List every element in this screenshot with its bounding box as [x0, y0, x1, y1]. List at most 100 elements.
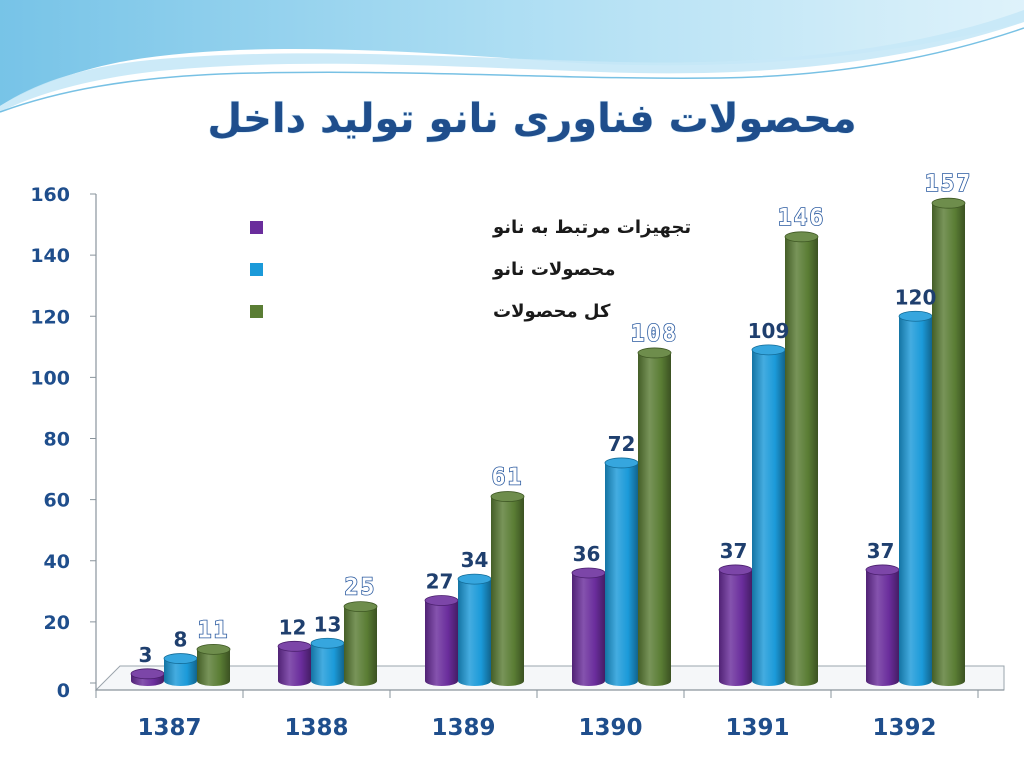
bar-body — [311, 643, 344, 686]
bar-top — [637, 347, 672, 359]
bar-top — [898, 310, 933, 322]
bar-top — [457, 573, 492, 585]
bar-body — [752, 349, 785, 686]
x-tick-label: 1392 — [872, 715, 936, 741]
legend-swatch — [250, 263, 263, 276]
chart-legend: تجهیزات مرتبط به نانو محصولات نانو کل محصو… — [250, 217, 691, 322]
y-tick-label: 120 — [30, 306, 70, 328]
x-tick-label: 1391 — [725, 715, 789, 741]
bar-body — [572, 572, 605, 686]
legend-item: محصولات نانو — [250, 259, 615, 280]
y-tick-label: 100 — [30, 367, 70, 389]
y-tick-label: 60 — [44, 490, 70, 512]
bar-top — [343, 601, 378, 612]
data-label: 11 — [198, 617, 230, 643]
bar — [571, 567, 606, 686]
bar-body — [866, 569, 899, 686]
bar-body — [638, 352, 671, 686]
bar — [130, 668, 165, 686]
data-label: 34 — [461, 548, 489, 572]
data-label: 37 — [720, 539, 748, 563]
bar-top — [931, 197, 966, 209]
y-tick-label: 0 — [57, 680, 70, 702]
legend-label: تجهیزات مرتبط به نانو — [492, 217, 691, 238]
y-tick-label: 40 — [44, 551, 70, 573]
bar-body — [899, 316, 932, 686]
data-label: 72 — [608, 432, 636, 456]
data-label: 146 — [778, 205, 826, 231]
bar-top — [718, 564, 753, 576]
bar — [898, 310, 933, 686]
bar-body — [785, 236, 818, 686]
bar-top — [784, 231, 819, 243]
data-label: 3 — [139, 643, 153, 667]
bar-top — [196, 643, 231, 655]
bar — [751, 344, 786, 686]
bar — [637, 347, 672, 686]
x-tick-label: 1387 — [137, 715, 201, 741]
legend-swatch — [250, 305, 263, 318]
bar-top — [604, 457, 639, 469]
data-label: 27 — [426, 569, 454, 593]
data-label: 36 — [573, 542, 601, 566]
bar-top — [424, 595, 459, 606]
bar — [931, 197, 966, 686]
data-label: 8 — [174, 628, 188, 652]
bar-top — [865, 564, 900, 576]
slide-title: محصولات فناوری نانو تولید داخل — [207, 96, 856, 142]
bar — [490, 491, 525, 686]
bar — [424, 595, 459, 686]
bar-body — [164, 658, 197, 686]
y-tick-label: 20 — [44, 612, 70, 634]
bar — [784, 231, 819, 686]
y-tick-label: 140 — [30, 245, 70, 267]
x-tick-label: 1388 — [284, 715, 348, 741]
bar-body — [605, 462, 638, 686]
bar-body — [491, 496, 524, 686]
bar — [163, 653, 198, 686]
data-label: 12 — [279, 615, 307, 639]
bar-body — [197, 649, 230, 686]
legend-swatch — [250, 221, 263, 234]
bar-body — [719, 569, 752, 686]
bar — [196, 643, 231, 686]
data-label: 157 — [925, 171, 973, 197]
data-label: 61 — [492, 465, 524, 491]
bar-body — [344, 606, 377, 686]
bar-body — [932, 203, 965, 686]
bar-top — [490, 491, 525, 502]
header-wave-decoration — [0, 0, 1024, 113]
bar — [604, 457, 639, 686]
bar — [457, 573, 492, 686]
data-label: 109 — [748, 319, 790, 343]
bar — [718, 564, 753, 686]
data-label: 120 — [895, 285, 937, 309]
bar-top — [571, 567, 606, 579]
data-label: 108 — [631, 321, 679, 347]
y-tick-label: 160 — [30, 184, 70, 206]
chart-bars — [130, 197, 966, 686]
bar — [865, 564, 900, 686]
bar — [310, 637, 345, 686]
legend-label: کل محصولات — [493, 301, 611, 322]
data-label: 13 — [314, 612, 342, 636]
bar-top — [130, 668, 165, 680]
x-tick-label: 1389 — [431, 715, 495, 741]
bar-top — [163, 653, 198, 664]
bar-body — [458, 579, 491, 686]
x-tick-label: 1390 — [578, 715, 642, 741]
bar-body — [425, 600, 458, 686]
legend-item: کل محصولات — [250, 301, 611, 322]
y-tick-label: 80 — [44, 429, 70, 451]
bar — [277, 640, 312, 686]
bar-top — [277, 640, 312, 652]
data-label: 25 — [345, 575, 377, 601]
bar-body — [278, 646, 311, 686]
bar-top — [310, 637, 345, 649]
bar — [343, 601, 378, 686]
legend-item: تجهیزات مرتبط به نانو — [250, 217, 691, 238]
legend-label: محصولات نانو — [492, 259, 615, 280]
